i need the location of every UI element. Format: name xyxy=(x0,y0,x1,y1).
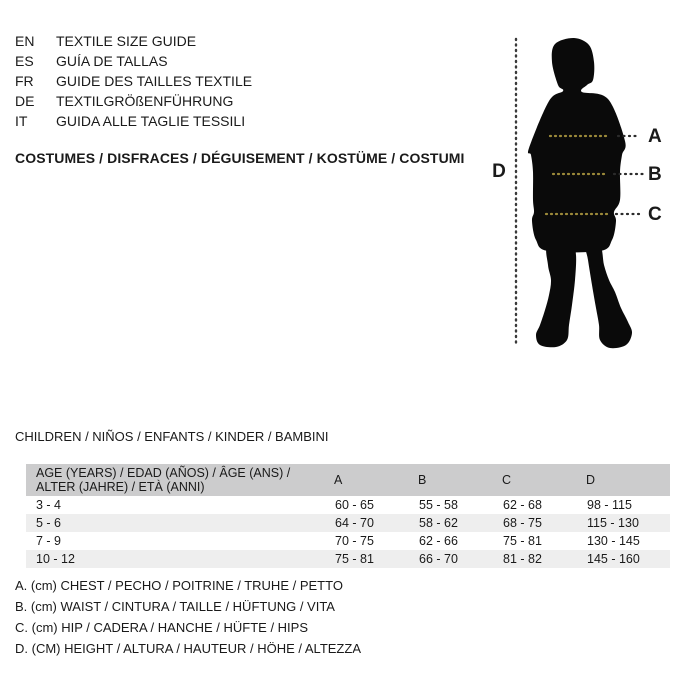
svg-text:B: B xyxy=(648,164,662,185)
svg-text:A: A xyxy=(648,126,662,147)
svg-text:D: D xyxy=(492,161,506,182)
svg-text:C: C xyxy=(648,204,662,225)
